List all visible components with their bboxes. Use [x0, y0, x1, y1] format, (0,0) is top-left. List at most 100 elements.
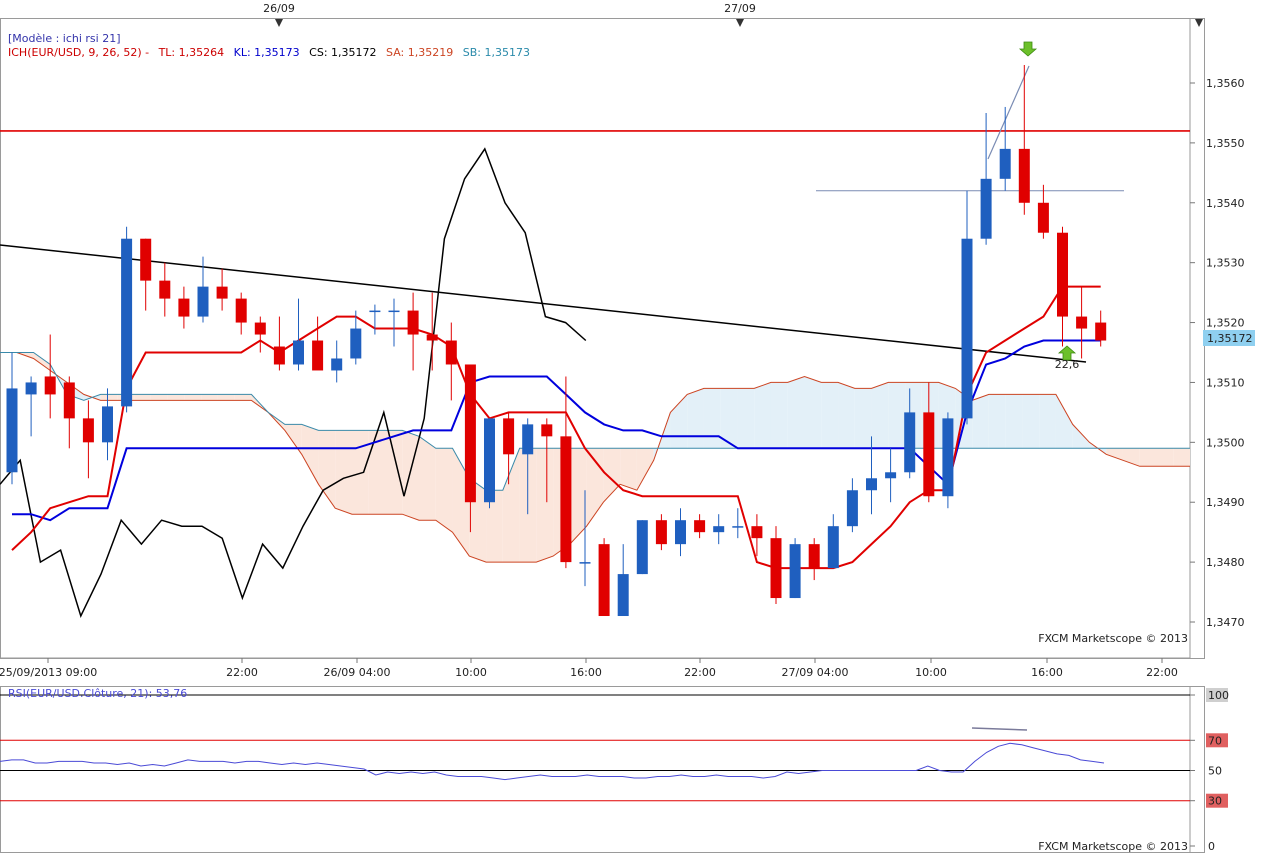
time-tick-label: 16:00 — [570, 666, 602, 679]
candle-body — [522, 424, 534, 455]
rsi-title: RSI(EUR/USD.Clôture, 21): 53,76 — [8, 687, 187, 700]
candle-body — [1018, 148, 1030, 203]
candle-body — [827, 526, 839, 569]
candle — [273, 316, 285, 371]
cloud-segment — [150, 394, 168, 401]
tl-value: TL: 1,35264 — [158, 46, 225, 59]
price-tick-label: 1,3470 — [1206, 616, 1245, 629]
candle-body — [904, 412, 916, 473]
candle — [789, 538, 801, 599]
candle — [63, 376, 75, 449]
price-tick-label: 1,3480 — [1206, 556, 1245, 569]
candle-body — [598, 544, 610, 617]
tenkan-sen-line — [11, 285, 1101, 570]
cloud-segment — [33, 352, 51, 371]
price-tick-label: 1,3550 — [1206, 137, 1245, 150]
candle-body — [82, 418, 94, 443]
candle — [999, 106, 1011, 191]
candle — [369, 304, 381, 335]
cloud-segment — [1072, 424, 1090, 449]
cloud-segment — [486, 490, 503, 563]
candle-body — [197, 286, 209, 317]
last-price-box — [1203, 330, 1255, 346]
candle-body — [312, 340, 324, 371]
candle-body — [25, 382, 37, 395]
price-tick-label: 1,3510 — [1206, 376, 1245, 389]
candle-body — [617, 574, 629, 617]
time-axis: 25/09/2013 09:00 22:00 26/09 04:00 10:00 16:… — [0, 657, 1190, 679]
cloud-segment — [1022, 394, 1040, 449]
cloud-segment — [1055, 394, 1073, 449]
candle — [312, 316, 324, 371]
candle-body — [808, 544, 820, 569]
cloud-segment — [284, 424, 302, 455]
candle — [1095, 310, 1107, 347]
candle — [694, 514, 706, 539]
time-tick-label: 16:00 — [1031, 666, 1063, 679]
trend-line-short — [987, 65, 1030, 160]
watermark-main: FXCM Marketscope © 2013 — [1038, 632, 1188, 645]
chikou-span-line — [0, 147, 587, 619]
candle — [331, 340, 343, 383]
cloud-segment — [838, 382, 855, 449]
price-tick-label: 1,3500 — [1206, 436, 1245, 449]
candle — [732, 508, 744, 539]
cloud-segment — [234, 394, 252, 401]
candle-body — [407, 310, 419, 335]
rsi-small-line — [971, 727, 1028, 731]
candle-body — [369, 310, 381, 313]
rsi-axis: 0 30 50 70 100 — [1190, 688, 1229, 853]
candle — [25, 376, 37, 437]
trend-line — [0, 244, 1087, 363]
candle — [197, 256, 209, 323]
buy-arrow-icon — [1057, 345, 1077, 361]
scroll-right-marker[interactable] — [1195, 19, 1203, 27]
candle — [866, 436, 877, 515]
candle — [102, 388, 113, 461]
cs-value: CS: 1,35172 — [309, 46, 376, 59]
cloud-segment — [972, 394, 989, 449]
candle — [121, 226, 133, 413]
candle — [407, 292, 419, 371]
candle-body — [426, 334, 438, 341]
candle — [617, 544, 629, 617]
candle-body — [216, 286, 228, 299]
candle — [6, 352, 18, 485]
cloud-segment — [167, 394, 185, 401]
cloud-segment — [301, 424, 319, 485]
cloud-segment — [134, 394, 151, 401]
cloud-segment — [1106, 448, 1123, 461]
candle-body — [445, 340, 457, 365]
candle-body — [961, 238, 973, 419]
candle — [636, 520, 648, 575]
candle — [178, 286, 190, 329]
candle — [82, 400, 94, 479]
sa-value: SA: 1,35219 — [386, 46, 453, 59]
rsi-tick-label: 50 — [1208, 765, 1222, 778]
candle-body — [579, 562, 591, 564]
candle — [503, 412, 515, 485]
cloud-segment — [368, 430, 386, 515]
candle — [159, 262, 171, 317]
candle-body — [121, 238, 133, 407]
cloud-segment — [988, 394, 1006, 449]
candle — [484, 418, 495, 509]
candle — [216, 268, 228, 311]
candle — [560, 376, 572, 569]
cloud-segment — [217, 394, 235, 401]
candle-body — [1095, 322, 1107, 341]
candle-body — [655, 520, 667, 545]
candle — [522, 418, 534, 515]
candle — [846, 478, 858, 533]
candle — [713, 514, 725, 545]
candle-body — [140, 238, 152, 281]
cloud-segment — [720, 388, 738, 449]
candle-body — [885, 472, 897, 479]
cloud-segment — [1156, 448, 1174, 467]
candle-body — [713, 526, 725, 533]
time-tick-label: 22:00 — [226, 666, 258, 679]
cloud-segment — [754, 382, 771, 449]
model-label: [Modèle : ichi rsi 21] — [8, 32, 121, 45]
rsi-tick-label: 100 — [1208, 689, 1229, 702]
